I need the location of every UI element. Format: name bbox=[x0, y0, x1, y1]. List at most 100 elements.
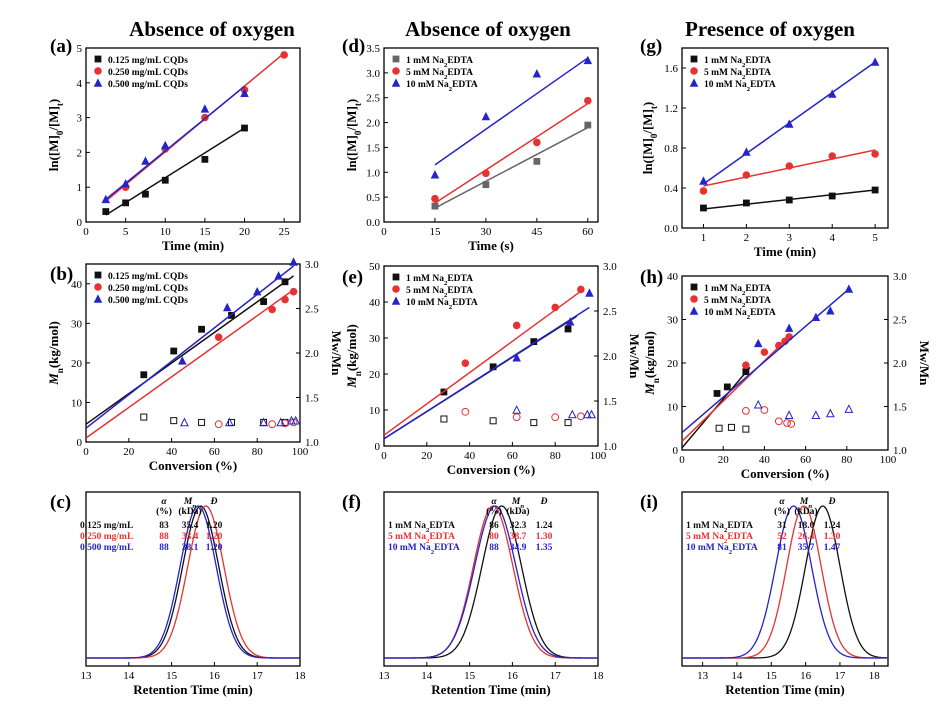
x-tick-label: 40 bbox=[166, 446, 178, 458]
data-point bbox=[564, 325, 572, 333]
dispersity-point bbox=[287, 415, 296, 425]
dispersity-point bbox=[760, 406, 769, 414]
table-row-name: 1 mM Na2EDTA bbox=[388, 521, 455, 534]
x-tick-label: 14 bbox=[123, 670, 135, 682]
y-axis-label: ln([M]0/[M]t) bbox=[640, 102, 659, 175]
dispersity-point bbox=[811, 410, 821, 419]
dispersity-point bbox=[289, 418, 298, 427]
column-title-1: Absence of oxygen bbox=[129, 17, 295, 41]
dispersity-point bbox=[576, 412, 585, 421]
data-point bbox=[482, 169, 490, 178]
panel-e: (e) 0 20 40 60 80 100 Conversion (%) 0 10 20 30 40 50… bbox=[342, 261, 642, 477]
y2-tick-label: 1.5 bbox=[603, 396, 617, 408]
panel-label: (b) bbox=[50, 264, 73, 285]
data-point bbox=[121, 179, 130, 188]
x-axis-label: Time (min) bbox=[162, 238, 224, 253]
gpc-trace-3 bbox=[86, 505, 300, 659]
dispersity-point bbox=[268, 420, 277, 429]
data-point bbox=[512, 321, 521, 330]
panel-label: (h) bbox=[640, 267, 663, 288]
dispersity-point bbox=[582, 409, 592, 419]
x-tick-label: 13 bbox=[697, 670, 709, 682]
x-tick-label: 0 bbox=[381, 226, 387, 238]
dispersity-point bbox=[844, 404, 854, 413]
dispersity-point bbox=[825, 408, 835, 418]
table-row-name: 0.250 mg/mL bbox=[80, 532, 133, 542]
table-cell: 1.30 bbox=[536, 532, 553, 542]
x-tick-label: 15 bbox=[199, 226, 211, 238]
dispersity-point bbox=[276, 417, 286, 427]
y2-tick-label: 1.5 bbox=[305, 393, 319, 405]
data-point bbox=[871, 150, 879, 158]
x-tick-label: 80 bbox=[841, 454, 853, 466]
y-tick-label: 10 bbox=[369, 405, 381, 417]
data-point bbox=[289, 257, 298, 266]
x-tick-label: 15 bbox=[464, 670, 476, 682]
legend-marker bbox=[391, 78, 401, 87]
panel-label: (g) bbox=[640, 36, 662, 57]
dispersity-point bbox=[198, 418, 206, 426]
data-point bbox=[170, 347, 178, 355]
x-tick-label: 20 bbox=[718, 454, 730, 466]
data-point bbox=[828, 152, 837, 160]
dispersity-point bbox=[489, 417, 497, 425]
x-tick-label: 15 bbox=[166, 670, 178, 682]
data-point bbox=[461, 359, 470, 368]
x-tick-label: 40 bbox=[759, 454, 771, 466]
x-axis-label: Retention Time (min) bbox=[431, 682, 550, 697]
gpc-trace-3 bbox=[682, 505, 888, 659]
data-point bbox=[289, 287, 298, 296]
legend-marker bbox=[94, 271, 102, 279]
legend-entry: 0.125 mg/mL CQDs bbox=[108, 56, 188, 66]
data-point bbox=[785, 196, 793, 204]
data-point bbox=[753, 338, 763, 348]
data-point bbox=[102, 208, 110, 215]
x-tick-label: 100 bbox=[590, 450, 607, 462]
x-tick-label: 14 bbox=[421, 670, 433, 682]
x-tick-label: 30 bbox=[480, 226, 492, 238]
data-point bbox=[742, 361, 750, 369]
panel-label: (a) bbox=[50, 36, 72, 57]
table-header: α bbox=[491, 497, 497, 507]
data-point bbox=[280, 51, 288, 59]
data-point bbox=[281, 295, 289, 304]
dispersity-point bbox=[727, 423, 735, 431]
y-axis-label: ln([M]0/[M]t) bbox=[46, 99, 65, 172]
data-point bbox=[723, 383, 731, 391]
data-point bbox=[565, 317, 575, 326]
legend-marker bbox=[690, 55, 698, 63]
column-title-2: Absence of oxygen bbox=[405, 17, 571, 41]
legend-entry: 10 mM Na2EDTA bbox=[406, 298, 478, 311]
legend-entry: 0.250 mg/mL CQDs bbox=[108, 284, 188, 294]
data-point bbox=[268, 305, 276, 314]
data-point bbox=[577, 285, 585, 294]
y2-tick-label: 2.5 bbox=[305, 304, 319, 316]
y-tick-label: 20 bbox=[369, 369, 381, 381]
y-tick-label: 30 bbox=[667, 315, 679, 327]
x-tick-label: 20 bbox=[239, 226, 251, 238]
dispersity-point bbox=[440, 415, 448, 423]
data-point bbox=[178, 356, 187, 365]
y2-tick-label: 1.5 bbox=[893, 402, 907, 414]
fit-line-3 bbox=[681, 288, 850, 434]
legend-entry: 0.500 mg/mL CQDs bbox=[108, 80, 188, 90]
y-tick-label: 20 bbox=[667, 358, 679, 370]
fit-line-3 bbox=[383, 306, 590, 440]
legend-entry: 0.250 mg/mL CQDs bbox=[108, 68, 188, 78]
legend-marker bbox=[690, 67, 698, 75]
data-point bbox=[785, 119, 794, 128]
panel-a: (a) 0 5 10 15 20 25 Time (min) 0 1 2 3 4 5 ln([M]0/[M]… bbox=[46, 36, 301, 253]
data-point bbox=[844, 284, 854, 293]
table-cell: 38.1 bbox=[182, 543, 199, 553]
table-cell: 88 bbox=[159, 543, 169, 553]
dispersity-point bbox=[567, 409, 577, 419]
x-tick-label: 60 bbox=[209, 446, 221, 458]
data-point bbox=[742, 199, 750, 207]
y2-tick-label: 3.0 bbox=[603, 261, 617, 273]
panel-label: (c) bbox=[50, 492, 71, 513]
y-tick-label: 0.5 bbox=[366, 192, 380, 204]
x-axis-label: Conversion (%) bbox=[447, 462, 535, 477]
legend-marker bbox=[689, 306, 699, 315]
data-point bbox=[533, 157, 541, 165]
data-point bbox=[252, 287, 262, 296]
